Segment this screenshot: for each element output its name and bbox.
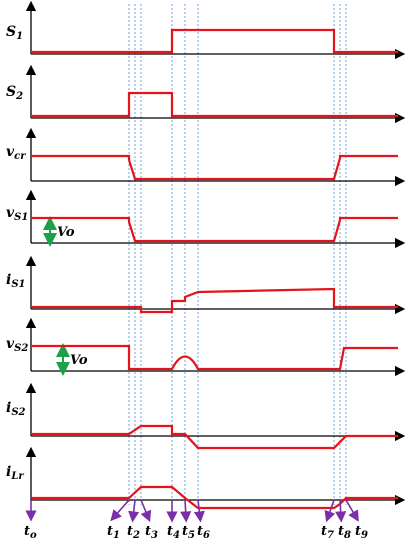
time-label-t3: t3: [145, 524, 158, 541]
time-label-t2: t2: [127, 524, 140, 541]
time-label-t5: t5: [182, 524, 195, 541]
panel-s1: S1: [6, 0, 405, 60]
panel-ilr: iLr: [6, 446, 405, 510]
s1-label: S1: [6, 24, 23, 42]
marker-arrow-t1: [110, 499, 130, 522]
marker-arrow-t2: [128, 499, 140, 523]
s2-label: S2: [6, 84, 23, 102]
vo-label-2: Vo: [70, 353, 88, 368]
panel-vcr: vcr: [6, 127, 405, 187]
is2-label: iS2: [6, 400, 26, 418]
marker-arrow-t5: [180, 499, 192, 523]
panel-vs2: vS2 Vo: [6, 317, 405, 377]
time-label-t1: t1: [107, 524, 120, 541]
ilr-waveform: [31, 485, 398, 510]
vcr-label: vcr: [6, 144, 26, 162]
panel-is1: iS1: [6, 255, 405, 315]
vs2-waveform: [31, 344, 398, 371]
panel-is2: iS2: [6, 382, 405, 450]
time-label-t6: t6: [197, 524, 210, 541]
marker-arrow-t9: [345, 499, 359, 522]
time-label-t8: t8: [338, 524, 351, 541]
time-label-t9: t9: [355, 524, 368, 541]
vs1-label: vS1: [6, 205, 28, 223]
is1-waveform: [31, 287, 398, 314]
is1-label: iS1: [6, 272, 26, 290]
panel-vs1: vS1 Vo: [6, 189, 405, 249]
s2-waveform: [31, 91, 398, 118]
marker-arrow-t7: [324, 499, 336, 523]
vs2-label: vS2: [6, 336, 28, 354]
marker-arrow-t6: [193, 499, 205, 523]
time-label-t0: to: [24, 524, 37, 541]
time-label-t7: t7: [321, 524, 334, 541]
ilr-label: iLr: [6, 464, 24, 482]
vcr-waveform: [31, 154, 398, 181]
time-labels: to t1 t2 t3 t4 t5 t6 t7 t8 t9: [24, 524, 368, 541]
marker-arrow-t8: [335, 499, 347, 523]
s1-waveform: [31, 28, 398, 54]
panel-s2: S2: [6, 64, 405, 124]
is2-waveform: [31, 424, 398, 450]
vo-label-1: Vo: [57, 225, 75, 240]
time-guides: [128, 4, 347, 505]
time-markers: [25, 499, 359, 523]
marker-arrow-t3: [140, 499, 152, 523]
vs1-waveform: [31, 216, 398, 243]
time-label-t4: t4: [167, 524, 180, 541]
